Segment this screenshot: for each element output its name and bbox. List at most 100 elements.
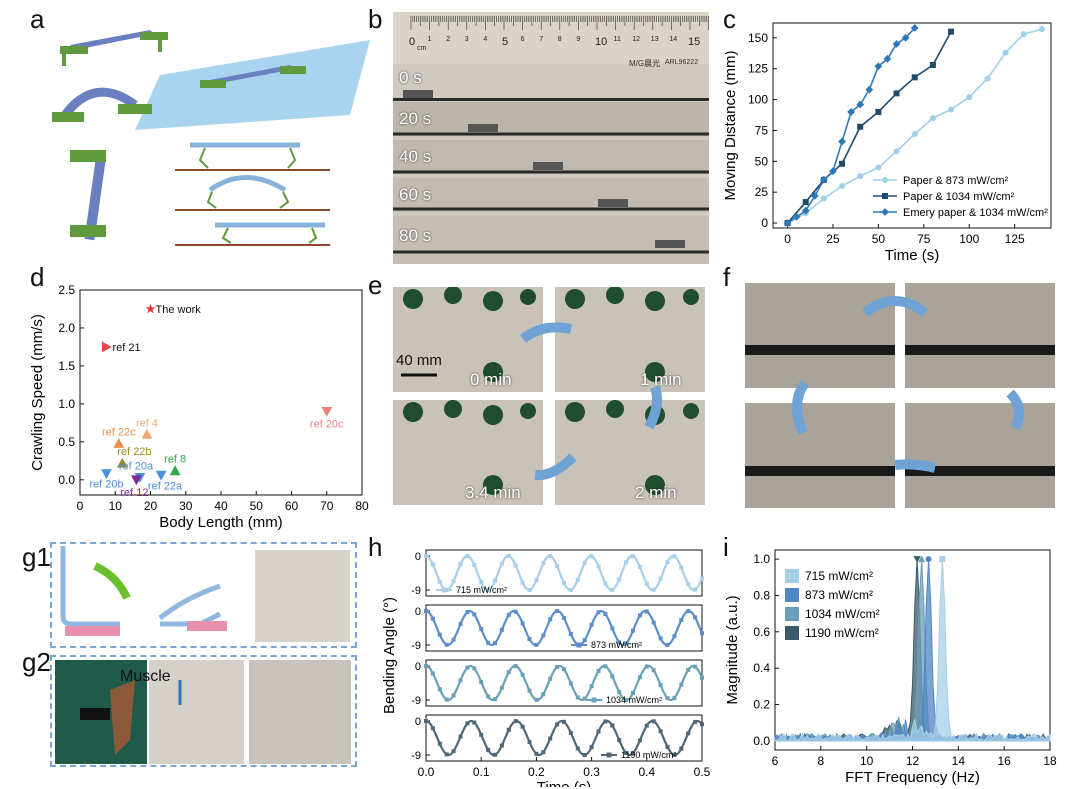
arrow-e-1 — [519, 322, 573, 344]
data-point — [857, 173, 864, 180]
ruler-number: 6 — [520, 36, 525, 43]
data-point — [596, 610, 601, 615]
data-point — [624, 751, 629, 756]
y-tick-label: 0.8 — [753, 588, 770, 602]
data-point — [617, 690, 622, 695]
x-tick-label: 10 — [109, 499, 123, 513]
data-point — [665, 559, 670, 564]
data-point — [984, 75, 991, 82]
data-point — [700, 576, 704, 581]
data-point — [493, 578, 497, 583]
data-point — [568, 681, 573, 686]
peak-marker — [925, 556, 932, 563]
data-point — [520, 580, 525, 585]
data-point — [617, 640, 622, 645]
panel-letter-b: b — [368, 4, 383, 34]
time-label-2min: 2 min — [635, 483, 677, 502]
data-point — [948, 28, 955, 35]
series-line — [786, 31, 952, 224]
arrow-e-2 — [644, 385, 662, 430]
data-point — [458, 678, 463, 683]
data-point — [116, 457, 128, 468]
data-point — [479, 627, 484, 632]
data-point — [651, 587, 656, 592]
data-point — [839, 160, 846, 167]
x-tick-label: 70 — [320, 499, 334, 513]
x-tick-label: 18 — [1043, 754, 1057, 768]
panel-f-photo-0 — [745, 283, 895, 388]
panel-b-graphics — [393, 12, 709, 264]
data-point — [424, 719, 428, 723]
time-label-40s: 40 s — [399, 147, 432, 166]
data-point — [686, 667, 691, 672]
time-label-1min: 1 min — [640, 370, 682, 389]
x-axis-label: Time (s) — [885, 247, 939, 264]
data-point — [596, 668, 601, 673]
data-point — [444, 642, 449, 647]
data-point — [644, 581, 649, 586]
y-tick-label: 75 — [755, 123, 769, 137]
legend-marker — [882, 177, 888, 183]
series-area — [774, 559, 1051, 742]
legend-label: 715 mW/cm² — [456, 585, 507, 595]
y-tick-label: 0 — [761, 216, 768, 230]
x-tick-label: 20 — [144, 499, 158, 513]
data-point — [424, 664, 428, 668]
series-line — [787, 27, 916, 224]
y-tick-label: 2.0 — [58, 321, 75, 335]
data-point — [892, 40, 901, 48]
robot-on-paper — [200, 65, 306, 88]
ruler-number: 9 — [576, 36, 581, 43]
data-point — [437, 741, 442, 746]
data-point — [801, 206, 810, 215]
data-point — [506, 670, 511, 675]
arrow-f-2 — [1006, 389, 1024, 431]
data-point — [534, 578, 539, 583]
y-tick-label: 0.4 — [753, 661, 770, 675]
data-point — [693, 587, 698, 592]
data-point — [672, 634, 677, 639]
peak-marker — [913, 556, 921, 563]
data-point — [838, 137, 846, 146]
data-point — [499, 685, 504, 690]
data-point — [424, 609, 428, 613]
data-point — [665, 696, 670, 701]
data-point — [700, 722, 704, 727]
data-point — [493, 752, 497, 757]
y-tick-label: 125 — [748, 62, 768, 76]
data-point — [783, 219, 792, 227]
muscle-label: Muscle — [120, 668, 171, 685]
data-point — [856, 100, 865, 109]
x-tick-label: 125 — [1005, 232, 1025, 246]
data-point — [486, 694, 491, 699]
x-tick-label: 16 — [997, 754, 1011, 768]
data-point — [472, 612, 477, 617]
ruler-number: 8 — [557, 36, 562, 43]
data-point — [603, 581, 608, 586]
data-point — [631, 690, 635, 695]
robot-flat-top — [60, 30, 168, 66]
data-point — [451, 579, 456, 584]
data-point — [617, 577, 622, 582]
peak-marker — [918, 555, 926, 563]
data-point — [644, 664, 649, 669]
legend-swatch — [785, 569, 799, 583]
data-point — [527, 688, 532, 693]
data-point — [451, 637, 456, 642]
data-point — [610, 723, 615, 728]
data-point — [665, 642, 670, 647]
data-point — [458, 562, 463, 567]
point-label: ref 12 — [120, 487, 148, 499]
data-point — [686, 582, 691, 587]
data-point — [430, 562, 435, 567]
data-point — [575, 746, 580, 751]
legend-marker — [591, 697, 597, 703]
data-point — [589, 554, 594, 559]
peak-marker — [939, 556, 946, 563]
data-point — [472, 666, 477, 671]
point-label: ref 20c — [310, 418, 344, 430]
data-point — [637, 564, 642, 569]
data-point — [810, 191, 819, 200]
y-axis-label: Moving Distance (mm) — [725, 50, 739, 200]
time-label-20s: 20 s — [399, 109, 432, 128]
